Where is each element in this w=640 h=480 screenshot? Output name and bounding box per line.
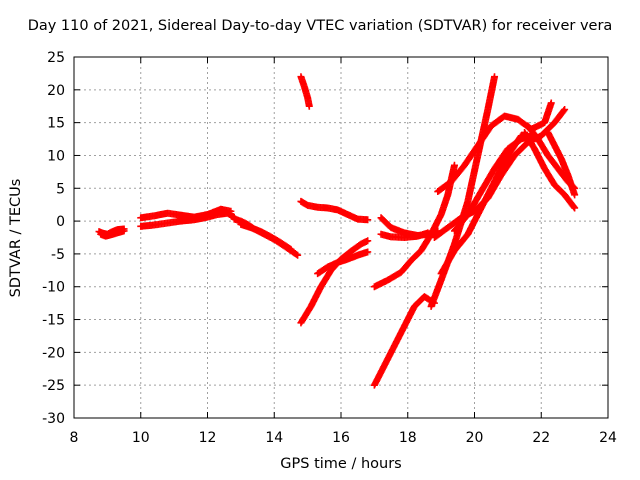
- y-tick-label: -30: [42, 411, 65, 427]
- data-point: [120, 227, 128, 235]
- x-tick-label: 8: [70, 430, 79, 446]
- data-point: [491, 73, 499, 81]
- data-series: [434, 99, 555, 196]
- y-tick-label: -5: [51, 247, 65, 263]
- y-tick-label: -15: [42, 313, 65, 329]
- data-point: [364, 248, 372, 256]
- y-tick-label: -25: [42, 378, 65, 394]
- x-tick-label: 18: [399, 430, 417, 446]
- data-series: [97, 227, 128, 240]
- data-point: [294, 251, 302, 259]
- data-point: [364, 216, 372, 224]
- data-point: [364, 237, 372, 245]
- x-tick-label: 14: [265, 430, 283, 446]
- x-tick-label: 12: [199, 430, 217, 446]
- data-series: [297, 73, 313, 110]
- y-tick-label: 25: [47, 50, 65, 66]
- x-tick-label: 24: [599, 430, 617, 446]
- data-point: [305, 102, 313, 110]
- data-point: [571, 204, 579, 212]
- data-series: [370, 293, 438, 389]
- x-axis-label: GPS time / hours: [280, 456, 402, 472]
- x-tick-label: 22: [532, 430, 550, 446]
- data-point: [571, 191, 579, 199]
- data-point: [561, 106, 569, 114]
- data-series: [297, 237, 372, 327]
- data-series: [314, 248, 372, 278]
- y-tick-label: 5: [56, 181, 65, 197]
- y-tick-label: 0: [56, 214, 65, 230]
- data-point: [560, 107, 568, 115]
- data-point: [287, 245, 295, 253]
- chart-title: Day 110 of 2021, Sidereal Day-to-day VTE…: [27, 18, 613, 34]
- data-series: [297, 197, 372, 224]
- data-series: [521, 128, 579, 212]
- y-tick-label: 10: [47, 148, 65, 164]
- data-series: [237, 220, 295, 253]
- data-series: [544, 128, 579, 199]
- data-series: [437, 132, 539, 278]
- data-series: [137, 209, 238, 230]
- data-series: [370, 161, 458, 291]
- y-tick-label: 15: [47, 116, 65, 132]
- data-point: [292, 250, 300, 258]
- y-tick-label: -10: [42, 280, 65, 296]
- data-point: [547, 99, 555, 107]
- data-point: [450, 161, 458, 169]
- y-axis-label: SDTVAR / TECUs: [8, 178, 24, 298]
- y-tick-label: -20: [42, 345, 65, 361]
- x-tick-label: 10: [132, 430, 150, 446]
- x-tick-label: 16: [332, 430, 350, 446]
- data-point: [286, 244, 294, 252]
- data-point: [570, 203, 578, 211]
- x-tick-label: 20: [466, 430, 484, 446]
- y-tick-label: 20: [47, 83, 65, 99]
